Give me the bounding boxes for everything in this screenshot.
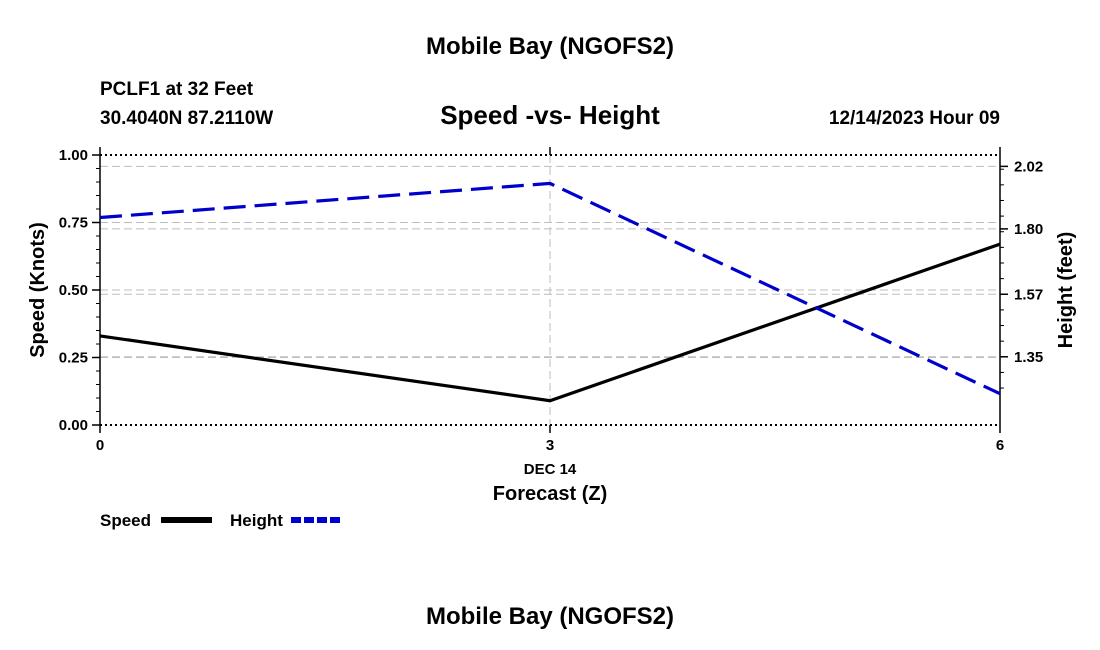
x-axis-label: Forecast (Z): [493, 483, 607, 505]
series-lines: [99, 181, 1001, 403]
y-tick-label: 0.50: [59, 282, 88, 299]
legend: Speed Height: [100, 511, 342, 530]
legend-label-speed: Speed: [100, 511, 151, 530]
footer-title: Mobile Bay (NGOFS2): [426, 603, 674, 630]
y2-axis-label: Height (feet): [1055, 232, 1077, 349]
y2-tick-label: 1.80: [1014, 221, 1043, 238]
y-tick-label: 0.00: [59, 417, 88, 434]
y2-tick-label: 1.35: [1014, 349, 1043, 366]
legend-label-height: Height: [230, 511, 283, 530]
y-axis-label: Speed (Knots): [27, 222, 49, 358]
chart-title: Speed -vs- Height: [440, 100, 660, 130]
axis-ticks: 0.00 0.25 0.50 0.75 1.00 1.35 1.57 1.80 2.02 0 3 6: [59, 147, 1043, 454]
station-coordinates: 30.4040N 87.2110W: [100, 108, 273, 129]
x-tick-label: 3: [546, 437, 554, 454]
y-tick-label: 0.75: [59, 215, 88, 232]
y-tick-label: 0.25: [59, 350, 88, 367]
x-tick-label: 0: [96, 437, 104, 454]
y-tick-label: 1.00: [59, 147, 88, 164]
x-date-label: DEC 14: [524, 461, 577, 478]
y2-tick-label: 1.57: [1014, 286, 1043, 303]
x-tick-label: 6: [996, 437, 1004, 454]
y2-tick-label: 2.02: [1014, 158, 1043, 175]
series-line-speed: [99, 242, 1001, 403]
series-line-height: [99, 181, 1001, 396]
forecast-datetime: 12/14/2023 Hour 09: [829, 108, 1000, 129]
page-title: Mobile Bay (NGOFS2): [426, 33, 674, 60]
station-label: PCLF1 at 32 Feet: [100, 79, 254, 100]
